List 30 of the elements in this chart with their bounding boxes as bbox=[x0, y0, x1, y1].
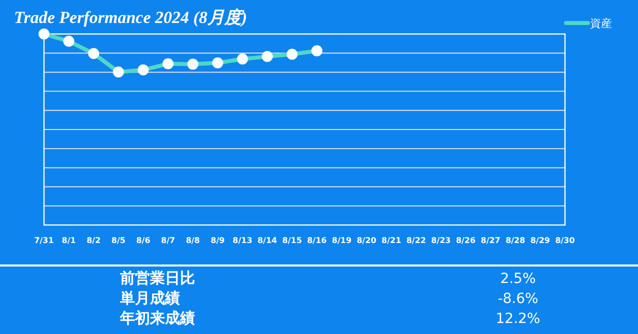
x-tick-label: 8/14 bbox=[257, 236, 278, 245]
x-tick-label: 8/26 bbox=[456, 236, 476, 245]
x-tick-label: 8/15 bbox=[282, 236, 302, 245]
x-tick-label: 8/28 bbox=[506, 236, 526, 245]
x-tick-label: 8/23 bbox=[431, 236, 451, 245]
legend-label: 資産 bbox=[590, 17, 612, 30]
x-tick-label: 8/9 bbox=[210, 236, 226, 245]
x-tick-label: 8/1 bbox=[62, 236, 76, 245]
x-tick-label: 8/29 bbox=[530, 236, 550, 245]
chart-title: Trade Performance 2024 (8月度) bbox=[14, 8, 248, 27]
x-tick-label: 8/6 bbox=[136, 236, 151, 245]
x-tick-label: 8/5 bbox=[111, 236, 126, 245]
text: 単月成績 bbox=[119, 289, 180, 307]
x-tick-label: 7/31 bbox=[34, 236, 54, 245]
x-tick-label: 8/21 bbox=[382, 236, 402, 245]
text: 年初来成績 bbox=[119, 309, 195, 327]
x-tick-label: 8/13 bbox=[232, 236, 252, 245]
x-tick-label: 8/8 bbox=[186, 236, 200, 245]
text: -8.6% bbox=[498, 291, 538, 307]
x-tick-label: 8/7 bbox=[161, 236, 176, 245]
x-tick-label: 8/19 bbox=[332, 236, 352, 245]
x-tick-label: 8/27 bbox=[480, 236, 500, 245]
x-tick-label: 8/2 bbox=[86, 236, 101, 245]
text: 12.2% bbox=[496, 311, 540, 327]
x-tick-label: 8/30 bbox=[555, 236, 576, 245]
text: 2.5% bbox=[500, 271, 536, 287]
text: 前営業日比 bbox=[119, 269, 195, 287]
x-tick-label: 8/22 bbox=[406, 236, 426, 245]
x-tick-label: 8/16 bbox=[307, 236, 328, 245]
x-tick-label: 8/20 bbox=[356, 236, 377, 245]
